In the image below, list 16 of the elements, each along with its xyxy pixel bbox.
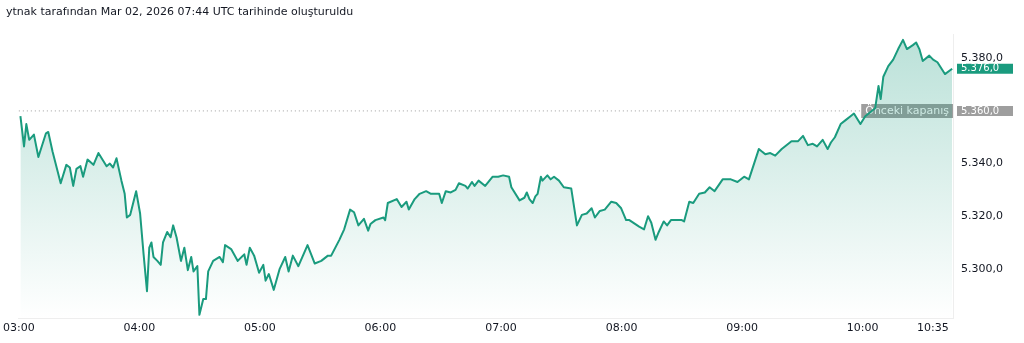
x-tick-label: 03:00 bbox=[3, 321, 35, 335]
y-tick-label: 5.340,0 bbox=[961, 156, 1003, 170]
text: 5.376,0 bbox=[961, 62, 1000, 74]
y-tick-label: 5.300,0 bbox=[961, 261, 1003, 275]
chart-title: ytnak tarafından Mar 02, 2026 07:44 UTC tarihinde oluşturuldu bbox=[6, 5, 354, 18]
y-tick-label: 5.380,0 bbox=[961, 51, 1003, 65]
x-tick-label: 10:00 bbox=[846, 321, 879, 335]
x-tick-label: 06:00 bbox=[364, 321, 397, 335]
x-tick-label: 07:00 bbox=[485, 321, 517, 335]
x-tick-label: 04:00 bbox=[123, 321, 156, 335]
text: 5.360,0 bbox=[961, 104, 1000, 116]
x-tick-label: 08:00 bbox=[605, 321, 638, 335]
x-tick-label: 10:35 bbox=[917, 321, 949, 335]
x-tick-label: 05:00 bbox=[244, 321, 276, 335]
x-tick-label: 09:00 bbox=[726, 321, 758, 335]
y-tick-label: 5.320,0 bbox=[961, 209, 1003, 223]
